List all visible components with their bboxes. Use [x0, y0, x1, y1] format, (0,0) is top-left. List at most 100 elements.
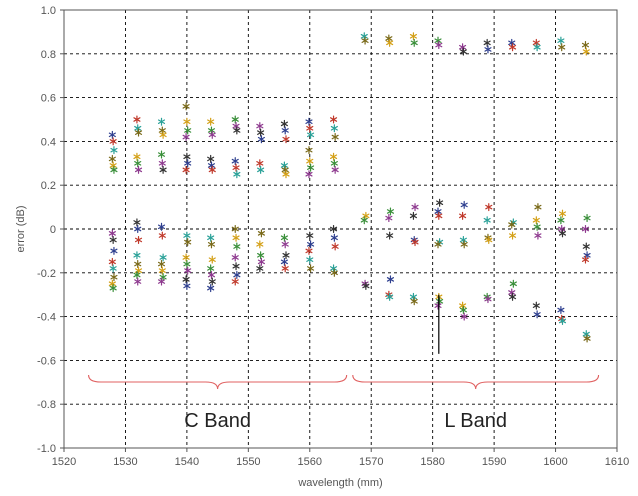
data-point	[360, 216, 368, 225]
data-point	[134, 159, 142, 168]
data-point	[485, 203, 493, 212]
data-point	[282, 135, 290, 144]
data-point	[281, 264, 289, 273]
data-point	[281, 126, 289, 135]
data-point	[583, 334, 591, 343]
data-point	[509, 279, 517, 288]
data-point	[385, 214, 393, 223]
data-point	[231, 115, 239, 124]
data-point	[207, 154, 215, 163]
data-point	[484, 295, 492, 304]
data-point	[282, 170, 290, 179]
x-axis-label: wavelength (mm)	[297, 477, 382, 489]
data-point	[583, 214, 591, 223]
data-point	[557, 306, 565, 315]
data-point	[307, 264, 315, 273]
data-point	[232, 163, 240, 172]
y-axis-label: error (dB)	[15, 205, 27, 252]
data-point	[207, 117, 215, 126]
data-point	[582, 47, 590, 56]
data-point	[305, 170, 313, 179]
data-point	[329, 225, 338, 233]
y-tick-label: 0.2	[41, 180, 56, 192]
data-point	[409, 32, 417, 41]
data-point	[208, 277, 216, 286]
data-point	[307, 240, 315, 249]
data-point	[257, 229, 265, 238]
data-point	[182, 165, 190, 174]
data-point	[207, 270, 216, 279]
data-point	[385, 34, 393, 43]
data-point	[184, 238, 192, 247]
data-point	[532, 38, 540, 47]
data-point	[134, 124, 142, 133]
data-point	[305, 146, 313, 155]
data-point	[409, 292, 417, 301]
y-tick-label: -0.2	[37, 268, 56, 280]
data-point	[508, 43, 517, 52]
data-point	[257, 165, 265, 174]
data-point	[557, 216, 565, 225]
data-point	[133, 152, 141, 161]
data-point	[231, 157, 239, 166]
data-point	[257, 257, 265, 266]
data-point	[533, 310, 541, 319]
data-point	[558, 225, 566, 233]
x-tick-label: 1550	[236, 456, 260, 468]
data-point	[182, 133, 190, 142]
data-point	[460, 200, 468, 209]
data-point	[208, 130, 216, 139]
x-tick-label: 1590	[482, 456, 506, 468]
data-point	[232, 262, 240, 271]
data-point	[159, 130, 167, 139]
data-point	[485, 235, 493, 244]
data-point	[508, 288, 516, 297]
y-tick-label: -1.0	[37, 443, 56, 455]
band-annotations: C Band L Band	[88, 294, 600, 432]
data-point	[256, 159, 264, 168]
y-tick-label: 0.8	[41, 49, 56, 61]
data-point	[109, 284, 117, 293]
data-point	[410, 38, 418, 47]
data-point	[582, 330, 590, 339]
data-point	[182, 102, 190, 111]
grid	[64, 10, 617, 448]
data-point	[280, 257, 288, 266]
data-point	[434, 36, 442, 45]
band-brace	[352, 374, 600, 390]
data-point	[533, 43, 541, 52]
data-point	[231, 277, 239, 286]
data-point	[282, 251, 290, 260]
data-point	[207, 161, 216, 170]
data-point	[183, 260, 191, 269]
data-point	[483, 216, 491, 225]
axes: 1520 1530 1540 1550 1560 1570 1580 1590 1600 1610…	[37, 5, 629, 468]
data-point	[158, 159, 166, 168]
data-point	[330, 124, 338, 133]
data-point	[134, 128, 143, 137]
data-point	[460, 312, 468, 321]
data-point	[256, 122, 264, 131]
y-tick-label: 0	[50, 224, 56, 236]
data-point	[434, 207, 442, 216]
data-point	[256, 264, 264, 273]
y-tick-label: 1.0	[41, 5, 56, 17]
data-point	[108, 257, 116, 266]
data-point	[134, 260, 142, 269]
data-point	[157, 260, 166, 269]
x-tick-label: 1580	[420, 456, 444, 468]
data-point	[459, 211, 467, 220]
data-point	[435, 211, 443, 220]
data-point	[581, 41, 590, 50]
data-point	[159, 165, 167, 174]
data-point	[281, 165, 289, 174]
data-point	[108, 229, 116, 238]
data-point	[232, 122, 240, 131]
data-point	[182, 275, 190, 284]
data-point	[435, 41, 443, 50]
x-tick-label: 1570	[359, 456, 383, 468]
data-point	[157, 150, 166, 159]
data-point	[159, 253, 167, 262]
data-point	[459, 43, 467, 52]
